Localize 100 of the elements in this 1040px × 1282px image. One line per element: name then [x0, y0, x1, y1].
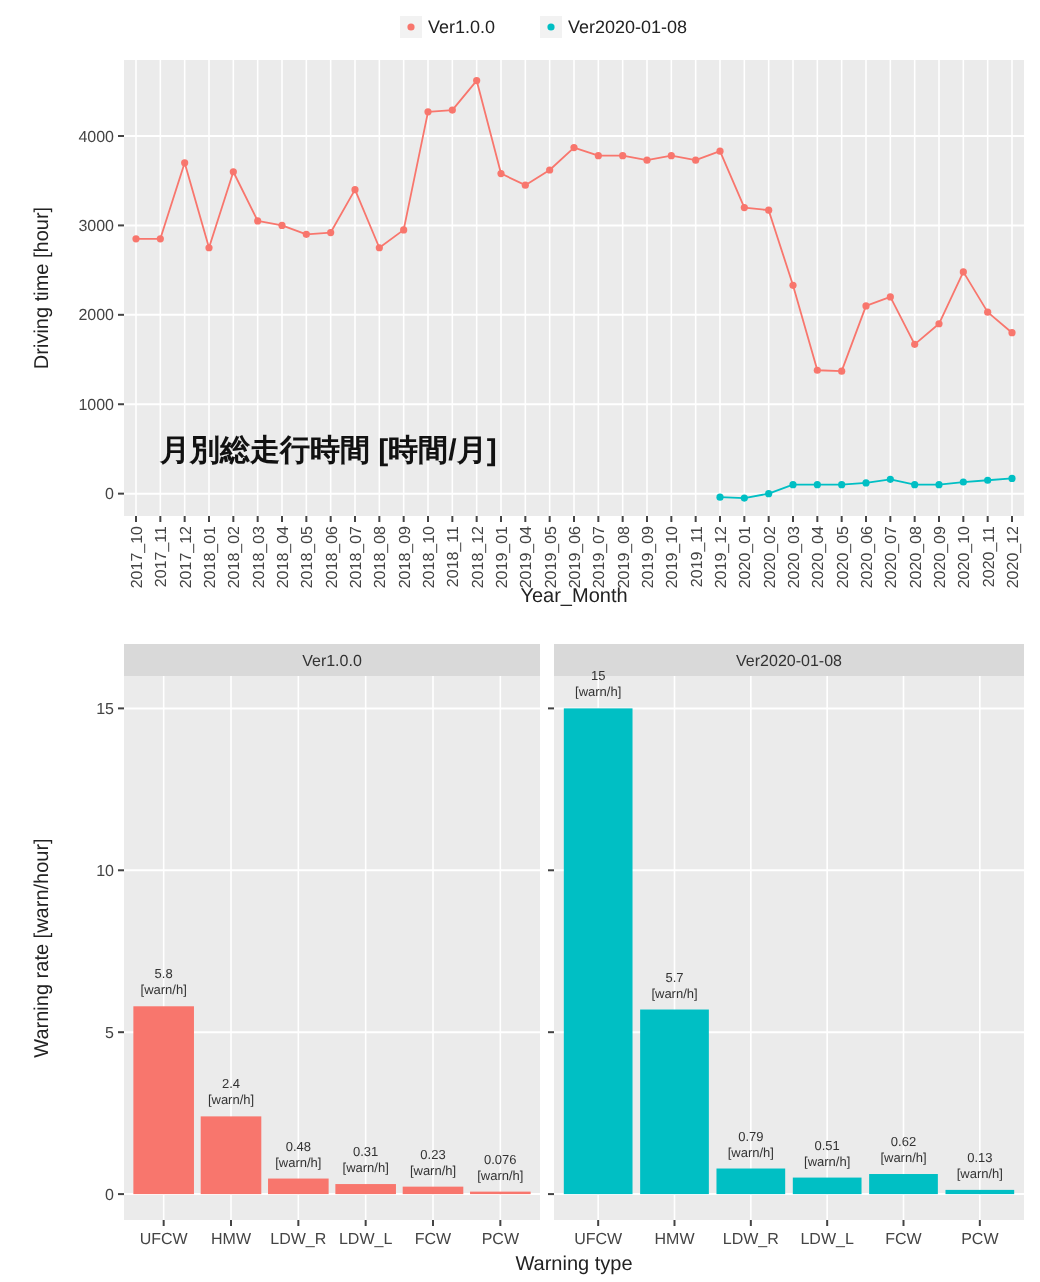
x-tick-label: 2019_01 [493, 524, 511, 589]
x-axis-title: Warning type [515, 1254, 634, 1276]
y-tick-label: 0 [105, 485, 116, 504]
x-tick-label: 2020_10 [955, 524, 974, 589]
x-tick-label: 2020_11 [979, 524, 998, 588]
x-tick-label: 2020_06 [858, 524, 876, 589]
point [911, 340, 919, 348]
x-tick-label: 2018_12 [468, 524, 487, 589]
y-tick-label: 15 [96, 699, 116, 718]
x-tick-label: 2018_08 [371, 524, 390, 589]
bar [869, 1174, 938, 1195]
y-tick-label: 1000 [78, 395, 116, 414]
x-tick-label: 2020_05 [833, 524, 852, 589]
point [594, 152, 602, 160]
point [716, 147, 724, 155]
bar [792, 1177, 862, 1195]
x-tick-label: 2019_12 [712, 524, 730, 589]
x-tick-label: PCW [961, 1230, 1000, 1248]
bar [335, 1184, 396, 1195]
point [619, 152, 627, 160]
y-tick-label: 0 [105, 1185, 116, 1204]
legend-label: Ver2020-01-08 [568, 17, 688, 38]
point [667, 152, 675, 160]
point [570, 144, 578, 152]
point [229, 168, 237, 176]
y-axis-title: Driving time [hour] [32, 206, 54, 370]
point [375, 244, 383, 252]
point [643, 156, 651, 164]
point [1008, 474, 1016, 483]
x-tick-label: 2019_08 [614, 524, 633, 589]
point [400, 226, 408, 234]
bar [268, 1178, 329, 1195]
point [521, 181, 529, 189]
point [473, 76, 481, 85]
point [911, 481, 919, 489]
point [862, 479, 870, 487]
x-tick-label: 2020_12 [1004, 524, 1022, 589]
point [838, 367, 846, 375]
x-tick-label: 2020_07 [882, 524, 901, 589]
point [497, 169, 505, 178]
x-tick-label: 2018_01 [201, 524, 219, 589]
x-tick-label: LDW_R [722, 1230, 780, 1248]
point [716, 493, 724, 501]
chart-title: Ver2020-01-08 [736, 651, 844, 670]
point [740, 203, 748, 212]
y-tick-label: 5 [105, 1023, 116, 1042]
y-tick-label: 3000 [78, 217, 116, 236]
bar [716, 1168, 786, 1195]
point [181, 159, 189, 167]
point [789, 281, 797, 289]
x-tick-label: FCW [885, 1230, 923, 1248]
point [424, 108, 432, 116]
legend-label: Ver1.0.0 [428, 17, 496, 38]
x-tick-label: UFCW [139, 1230, 189, 1248]
point [813, 481, 821, 489]
x-tick-label: 2018_04 [274, 524, 292, 589]
annotation: 月別総走行時間 [時間/月] [158, 434, 497, 468]
chart-title: Ver1.0.0 [302, 651, 363, 670]
x-tick-label: 2020_08 [906, 524, 925, 589]
point [886, 475, 894, 483]
x-tick-label: PCW [481, 1230, 520, 1248]
x-tick-label: 2019_09 [639, 524, 657, 589]
x-tick-label: 2019_05 [541, 524, 560, 589]
x-tick-label: LDW_R [270, 1230, 327, 1248]
x-tick-label: LDW_L [338, 1230, 394, 1248]
point [765, 206, 773, 214]
x-tick-label: 2020_09 [931, 524, 949, 589]
point [448, 106, 456, 114]
x-axis-title: Year_Month [520, 586, 628, 608]
point [132, 235, 140, 243]
x-tick-label: LDW_L [800, 1230, 855, 1248]
point [1008, 329, 1016, 337]
x-tick-label: 2018_03 [249, 524, 268, 589]
point [546, 166, 554, 174]
y-tick-label: 2000 [78, 306, 116, 325]
x-tick-label: 2020_02 [760, 524, 779, 589]
point [692, 156, 700, 164]
point [838, 481, 846, 489]
bar [640, 1009, 709, 1195]
x-tick-label: 2019_04 [517, 524, 536, 589]
point [959, 478, 967, 486]
x-tick-label: 2020_03 [785, 524, 803, 589]
y-tick-label: 4000 [78, 127, 116, 146]
bar [945, 1189, 1015, 1195]
x-tick-label: 2020_04 [809, 524, 828, 589]
point [886, 293, 894, 301]
point [254, 217, 262, 225]
point [740, 494, 748, 502]
point [984, 476, 992, 484]
x-tick-label: 2018_02 [225, 524, 244, 589]
bar [402, 1186, 464, 1195]
x-tick-label: 2019_11 [687, 524, 706, 588]
x-tick-label: 2018_05 [298, 524, 317, 589]
bar [133, 1006, 194, 1195]
x-tick-label: 2017_11 [152, 524, 171, 588]
point [862, 302, 870, 310]
x-tick-label: UFCW [574, 1230, 624, 1248]
x-tick-label: 2018_06 [322, 524, 341, 589]
x-tick-label: 2018_10 [420, 524, 438, 589]
point [351, 186, 359, 194]
